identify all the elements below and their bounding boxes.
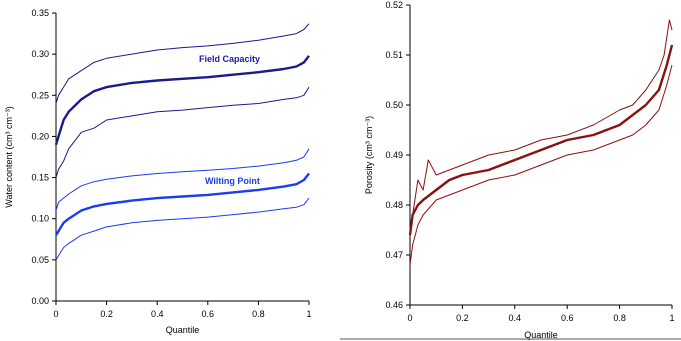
y-tick-label: 0.20 [31,131,49,141]
x-tick-label: 0 [407,313,412,323]
y-tick-label: 0.51 [385,50,403,60]
x-tick-label: 0.4 [509,313,522,323]
y-tick-label: 0.10 [31,214,49,224]
x-tick-label: 0 [53,309,58,319]
y-tick-label: 0.25 [31,90,49,100]
series-line-4 [55,148,310,211]
y-axis-label: Porosity (cm³ cm⁻³) [364,116,374,194]
x-tick-label: 0.6 [202,309,215,319]
x-tick-label: 0.8 [613,313,626,323]
x-axis-label: Quantile [166,325,200,335]
series-line-6 [55,197,310,261]
y-tick-label: 0.00 [31,296,49,306]
annotation-label: Field Capacity [199,54,260,64]
x-tick-label: 0.2 [100,309,113,319]
series-line-2 [408,44,674,236]
series-line-1 [409,19,673,236]
y-tick-label: 0.47 [385,250,403,260]
y-tick-label: 0.05 [31,255,49,265]
y-tick-label: 0.48 [385,200,403,210]
x-tick-label: 1 [669,313,674,323]
y-tick-label: 0.50 [385,100,403,110]
x-tick-label: 1 [306,309,311,319]
series-line-3 [55,86,310,178]
series-line-1 [55,23,310,104]
porosity-panel: 0.46 0.47 0.48 0.49 0.50 0.51 0.52 0 0.2 0.4 0.6 0.… [364,0,675,340]
x-tick-label: 0.2 [456,313,469,323]
x-tick-label: 0.4 [151,309,164,319]
series-line-5 [54,172,310,236]
y-tick-label: 0.46 [385,300,403,310]
x-tick-label: 0.8 [252,309,265,319]
series-line-2 [54,55,310,146]
y-axis-label: Water content (cm³ cm⁻³) [4,106,14,207]
y-tick-label: 0.35 [31,8,49,18]
series-line-3 [409,64,673,266]
water-content-panel: 0.00 0.05 0.10 0.15 0.20 0.25 0.30 0.35 0 0.2 0.4 0… [4,8,312,335]
annotation-label: Wilting Point [205,176,260,186]
y-tick-label: 0.52 [385,0,403,10]
y-tick-label: 0.15 [31,173,49,183]
x-axis-label: Quantile [524,330,558,340]
y-tick-label: 0.49 [385,150,403,160]
x-tick-label: 0.6 [561,313,574,323]
y-tick-label: 0.30 [31,49,49,59]
